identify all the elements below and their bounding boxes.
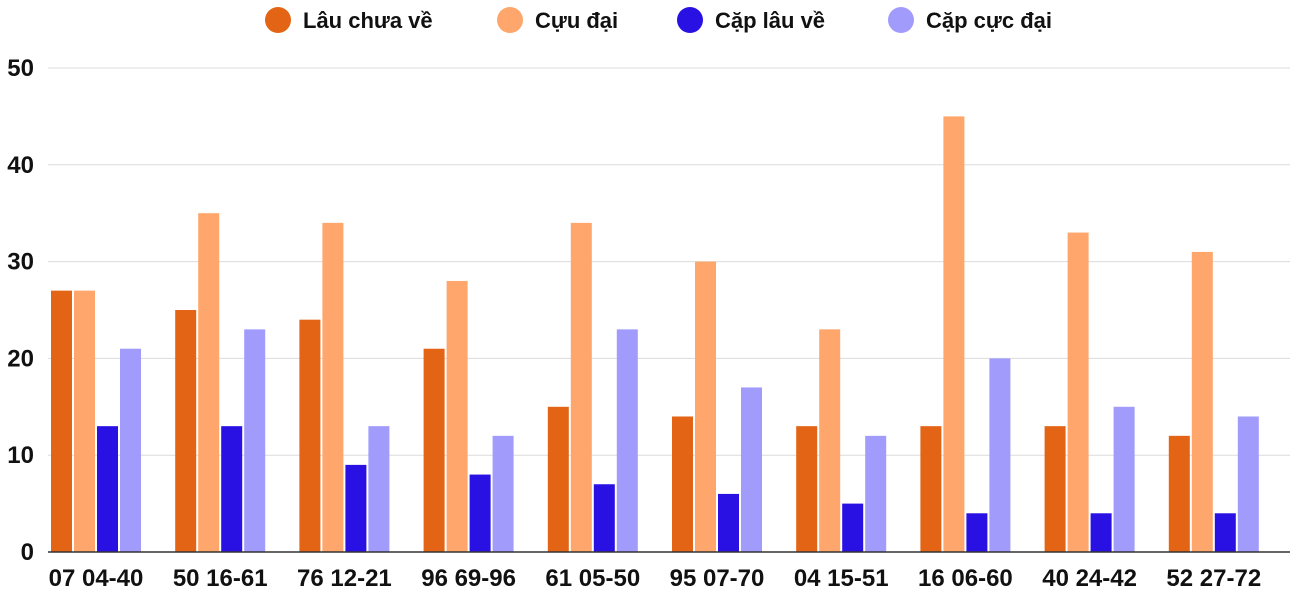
legend-item: Cặp lâu về: [677, 7, 825, 33]
y-tick-label: 20: [7, 345, 34, 372]
bar-1-2: [175, 310, 197, 552]
legend-label: Cặp lâu về: [715, 8, 825, 33]
bar-2-6: [695, 261, 716, 552]
bar-2-4: [446, 280, 468, 552]
bar-2-5: [570, 222, 592, 552]
legend-item: Cựu đại: [497, 7, 618, 33]
chart-legend: Lâu chưa về Cựu đại Cặp lâu về Cặp cực đại: [265, 7, 1052, 33]
x-tick-label: 07 04-40: [49, 565, 144, 592]
legend-swatch: [677, 7, 703, 33]
x-tick-label: 61 05-50: [545, 565, 640, 592]
bar-1-1: [51, 290, 72, 552]
bars: [51, 116, 1259, 553]
bar-2-8: [943, 116, 965, 553]
bar-1-10: [1168, 435, 1190, 552]
x-tick-label: 04 15-51: [794, 565, 889, 592]
x-tick-label: 96 69-96: [421, 565, 516, 592]
bar-3-3: [345, 464, 367, 552]
bar-3-6: [718, 493, 739, 552]
bar-1-5: [547, 406, 569, 552]
bar-3-10: [1214, 513, 1236, 552]
legend-item: Lâu chưa về: [265, 7, 433, 33]
y-tick-label: 40: [7, 152, 34, 179]
x-tick-label: 76 12-21: [297, 565, 392, 592]
legend-item: Cặp cực đại: [888, 7, 1052, 33]
y-tick-label: 0: [21, 539, 34, 566]
bar-1-7: [796, 426, 818, 552]
bar-4-1: [120, 348, 141, 552]
legend-swatch: [497, 7, 523, 33]
x-tick-label: 16 06-60: [918, 565, 1013, 592]
bar-3-5: [593, 484, 615, 552]
bar-3-7: [842, 503, 864, 552]
legend-swatch: [888, 7, 914, 33]
bar-3-8: [966, 513, 988, 552]
bar-4-2: [244, 329, 266, 552]
bar-1-9: [1044, 426, 1066, 552]
legend-label: Lâu chưa về: [303, 8, 433, 33]
x-tick-label: 95 07-70: [670, 565, 765, 592]
bar-4-5: [616, 329, 638, 552]
y-tick-label: 50: [7, 55, 34, 82]
legend-swatch: [265, 7, 291, 33]
bar-2-3: [322, 222, 344, 552]
bar-4-8: [989, 358, 1011, 552]
x-axis: 07 04-40 50 16-61 76 12-21 96 69-96 61 05-50…: [48, 551, 1290, 592]
y-tick-label: 30: [7, 249, 34, 276]
bar-4-4: [492, 435, 514, 552]
bar-4-9: [1113, 406, 1135, 552]
bar-4-6: [741, 387, 762, 552]
bar-2-7: [819, 329, 841, 552]
bar-1-4: [423, 348, 445, 552]
x-tick-label: 50 16-61: [173, 565, 268, 592]
bar-2-1: [74, 290, 95, 552]
bar-3-4: [469, 474, 491, 552]
grid-lines: [48, 67, 1290, 456]
bar-1-8: [920, 426, 942, 552]
y-axis-ticks: 0 10 20 30 40 50: [7, 55, 34, 566]
bar-2-10: [1191, 251, 1213, 553]
legend-label: Cặp cực đại: [926, 8, 1052, 33]
bar-2-9: [1067, 232, 1089, 552]
bar-3-2: [221, 426, 243, 552]
x-tick-label: 40 24-42: [1042, 565, 1137, 592]
bar-4-10: [1237, 416, 1259, 552]
bar-3-9: [1090, 513, 1112, 552]
bar-3-1: [97, 426, 118, 552]
legend-label: Cựu đại: [535, 8, 618, 33]
bar-4-7: [865, 435, 887, 552]
bar-1-6: [672, 416, 693, 552]
bar-2-2: [198, 213, 220, 552]
y-tick-label: 10: [7, 442, 34, 469]
bar-4-3: [368, 426, 390, 552]
x-tick-label: 52 27-72: [1166, 565, 1261, 592]
bar-1-3: [299, 319, 321, 552]
